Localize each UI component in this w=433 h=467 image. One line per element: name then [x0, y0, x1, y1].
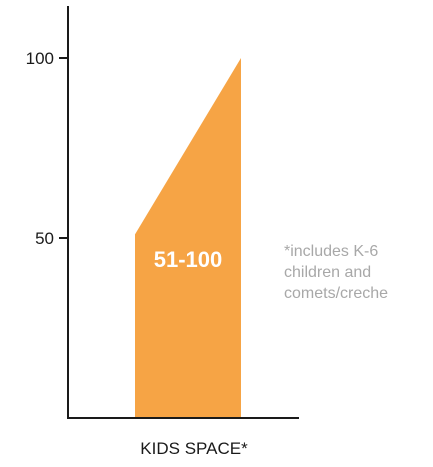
- annotation-line-2: children and: [284, 264, 371, 281]
- annotation-line-1: *includes K-6: [284, 243, 378, 260]
- range-label: 51-100: [154, 247, 223, 272]
- annotation-note: *includes K-6 children and comets/creche: [284, 243, 388, 302]
- y-tick-label-100: 100: [26, 49, 54, 68]
- range-area: [135, 58, 241, 418]
- category-label: KIDS SPACE*: [140, 439, 248, 458]
- y-tick-label-50: 50: [35, 229, 54, 248]
- y-ticks: 50 100: [26, 49, 68, 248]
- annotation-line-3: comets/creche: [284, 285, 388, 302]
